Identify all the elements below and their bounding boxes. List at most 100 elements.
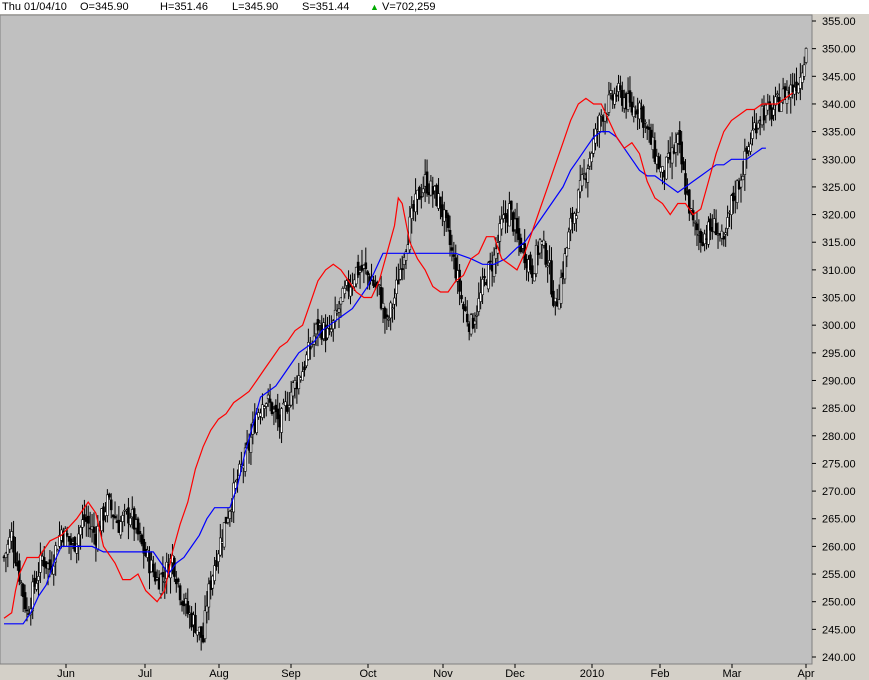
y-tick-label: 290.00 (822, 375, 856, 387)
price-candle (261, 404, 264, 418)
price-candle (23, 592, 27, 610)
price-candle (25, 609, 29, 612)
price-candle (460, 295, 463, 300)
price-candle (385, 314, 389, 318)
x-tick-label: Mar (723, 668, 742, 680)
price-candle (33, 577, 36, 587)
price-candle (111, 514, 115, 518)
price-candle (81, 519, 84, 528)
price-candle (142, 538, 146, 554)
price-candle (77, 533, 80, 546)
price-candle (308, 346, 312, 350)
price-candle (107, 493, 111, 498)
price-candle (196, 629, 199, 636)
price-candle (797, 84, 800, 94)
price-candle (397, 279, 400, 285)
price-candle (301, 371, 304, 381)
y-tick-label: 335.00 (822, 127, 856, 139)
price-candle (366, 271, 370, 276)
price-candle (284, 401, 287, 406)
price-candle (586, 168, 590, 183)
price-candle (559, 277, 563, 304)
price-candle (328, 328, 331, 330)
price-candle (199, 626, 203, 638)
price-candle (377, 284, 381, 286)
up-arrow-icon: ▲ (370, 2, 379, 12)
price-candle (243, 447, 247, 472)
slow-moving-average-line (4, 131, 766, 625)
price-candle (356, 261, 360, 276)
price-candle (266, 394, 270, 399)
price-candle (557, 299, 561, 310)
price-candle (138, 531, 142, 534)
price-candle (542, 239, 546, 246)
price-candle (358, 270, 362, 273)
quote-settle: S=351.44 (302, 1, 350, 13)
y-axis: 355.00 350.00 345.00 340.00 335.00 330.00 325.… (822, 16, 856, 664)
price-candle (12, 536, 15, 553)
price-candle (439, 196, 442, 209)
price-candle (726, 217, 729, 229)
price-candle (446, 214, 450, 228)
x-tick-label: Jul (138, 668, 152, 680)
price-candle (498, 223, 502, 242)
price-candle (517, 228, 521, 240)
price-candle (653, 140, 657, 162)
price-candle (318, 322, 322, 326)
price-candle (255, 414, 258, 434)
price-candle (684, 173, 687, 195)
price-candle (598, 114, 601, 132)
y-tick-label: 305.00 (822, 293, 856, 305)
price-candle (576, 189, 580, 213)
price-candle (389, 302, 392, 319)
price-candle (31, 581, 35, 612)
price-candle (52, 565, 56, 575)
price-candle (452, 254, 456, 257)
y-tick-label: 325.00 (822, 182, 856, 194)
price-candle (205, 605, 209, 613)
price-candle (707, 221, 710, 245)
price-candle (680, 141, 683, 165)
price-candle (414, 193, 417, 213)
price-candle (448, 229, 452, 246)
y-tick-label: 340.00 (822, 99, 856, 111)
price-candle (56, 549, 59, 552)
price-candle (86, 515, 90, 524)
price-candle (132, 508, 136, 530)
price-candle (580, 174, 584, 187)
price-candle (307, 342, 310, 360)
price-candle (402, 257, 406, 265)
y-tick-label: 300.00 (822, 320, 856, 332)
price-candle (408, 216, 412, 251)
x-tick-label: Oct (359, 668, 376, 680)
price-candle (735, 180, 739, 203)
price-candle (21, 584, 25, 597)
price-candle (661, 166, 664, 173)
price-candle (37, 576, 40, 581)
price-candle (563, 253, 567, 280)
moving-averages (3, 92, 794, 625)
price-candle (331, 320, 335, 330)
quote-date: Thu 01/04/10 (2, 1, 67, 13)
price-candle (657, 156, 660, 170)
price-candle (464, 306, 467, 311)
price-candle (178, 585, 182, 601)
price-candle (276, 408, 280, 420)
price-candle (48, 559, 52, 570)
price-candle (400, 268, 404, 271)
price-candle (222, 522, 226, 548)
price-candle (739, 179, 743, 188)
x-tick-label: Sep (281, 668, 301, 680)
price-candle (699, 230, 703, 243)
y-tick-label: 350.00 (822, 44, 856, 56)
price-candle (465, 313, 469, 323)
price-candle (391, 307, 394, 310)
price-candle (531, 265, 534, 278)
price-candle (670, 147, 674, 164)
price-candle (799, 77, 802, 89)
price-candle (152, 563, 155, 573)
price-candle (65, 533, 69, 536)
price-candle (741, 176, 745, 181)
price-candle (665, 156, 668, 180)
price-candle (287, 405, 291, 409)
